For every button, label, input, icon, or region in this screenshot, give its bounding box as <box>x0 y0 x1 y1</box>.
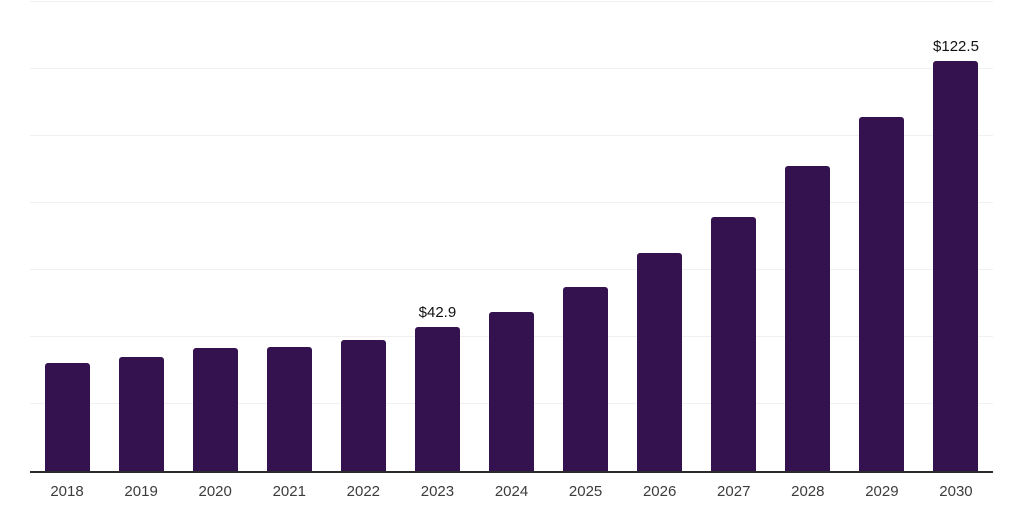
bar-2024[interactable] <box>489 311 534 471</box>
bar-slot-2021 <box>252 2 326 471</box>
x-tick-2026: 2026 <box>642 483 677 500</box>
bar-2028[interactable] <box>785 165 831 471</box>
bar-slot-2018 <box>30 2 104 471</box>
gridline-60 <box>30 269 993 270</box>
gridline-100 <box>30 135 993 136</box>
plot-area: $42.9 $122.5 <box>30 1 993 471</box>
bar-2029[interactable] <box>859 116 905 471</box>
bar-slot-2020 <box>178 2 252 471</box>
gridline-140 <box>30 1 993 2</box>
bar-2026[interactable] <box>637 252 683 471</box>
bar-2027[interactable] <box>711 216 757 471</box>
bar-2022[interactable] <box>340 340 386 471</box>
bar-2018[interactable] <box>44 363 90 471</box>
bar-slot-2028 <box>771 2 845 471</box>
x-tick-2024: 2024 <box>494 483 529 500</box>
x-axis-line <box>30 471 993 473</box>
gridline-120 <box>30 68 993 69</box>
bar-slot-2023: $42.9 <box>400 2 474 471</box>
x-tick-2020: 2020 <box>198 483 232 500</box>
x-tick-2027: 2027 <box>717 483 751 500</box>
x-tick-2030: 2030 <box>939 483 973 500</box>
bars-container: $42.9 $122.5 <box>30 2 993 471</box>
bar-2023[interactable] <box>414 327 460 471</box>
x-tick-2019: 2019 <box>124 483 158 500</box>
x-tick-2021: 2021 <box>272 483 306 500</box>
bar-slot-2022 <box>326 2 400 471</box>
bar-slot-2026 <box>623 2 697 471</box>
x-axis-labels: 2018 2019 2020 2021 2022 2023 2024 2025 2026 2027… <box>30 484 993 499</box>
bar-slot-2024 <box>474 2 548 471</box>
gridline-80 <box>30 202 993 203</box>
bar-slot-2025 <box>549 2 623 471</box>
bar-2020[interactable] <box>192 348 238 471</box>
bar-slot-2029 <box>845 2 919 471</box>
x-tick-2028: 2028 <box>791 483 825 500</box>
bar-slot-2019 <box>104 2 178 471</box>
x-tick-2025: 2025 <box>568 483 603 500</box>
x-tick-2022: 2022 <box>346 483 381 500</box>
bar-2021[interactable] <box>266 347 312 471</box>
bar-slot-2027 <box>697 2 771 471</box>
x-tick-2023: 2023 <box>420 483 455 500</box>
bar-slot-2030: $122.5 <box>919 2 993 471</box>
bar-2025[interactable] <box>563 287 609 471</box>
x-tick-2018: 2018 <box>50 483 84 500</box>
bar-value-label-2030: $122.5 <box>933 37 979 55</box>
bar-2019[interactable] <box>118 357 164 471</box>
bar-value-label-2023: $42.9 <box>418 304 457 322</box>
x-tick-2029: 2029 <box>865 483 899 500</box>
bar-2030[interactable] <box>933 60 979 471</box>
